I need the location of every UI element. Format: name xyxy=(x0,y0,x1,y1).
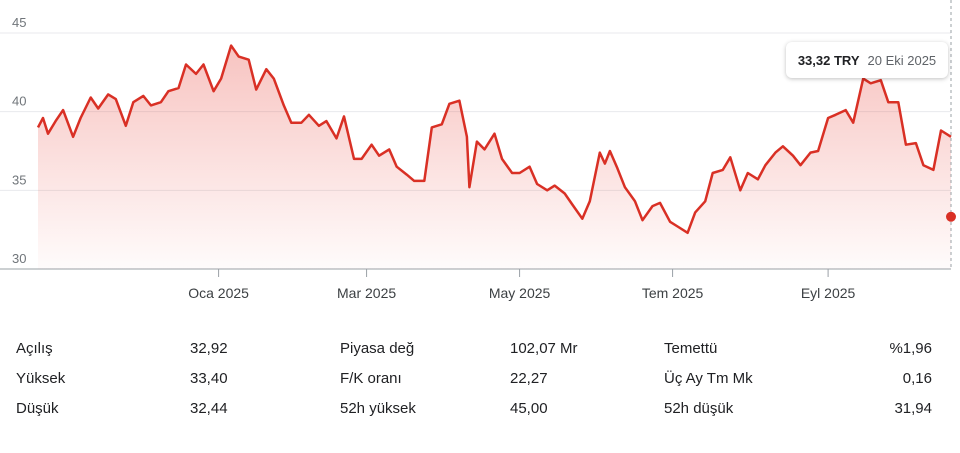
y-tick-label: 40 xyxy=(12,94,26,109)
x-tick-label: Eyl 2025 xyxy=(801,285,856,301)
price-tooltip: 33,32 TRY 20 Eki 2025 xyxy=(786,42,948,78)
stats-row: Açılış 32,92 Piyasa değ 102,07 Mr Temett… xyxy=(16,333,932,363)
stat-value-52w-high: 45,00 xyxy=(510,399,548,417)
price-chart-svg[interactable]: 30 35 40 45 Oca 2025 Mar 2025 May 2025 Tem 202… xyxy=(0,0,960,315)
y-tick-label: 30 xyxy=(12,251,26,266)
stat-value-low: 32,44 xyxy=(190,399,228,417)
stat-value-52w-low: 31,94 xyxy=(894,399,932,417)
stat-value-dividend: %1,96 xyxy=(889,339,932,357)
x-tick-label: May 2025 xyxy=(489,285,551,301)
stat-label-52w-low: 52h düşük xyxy=(664,399,734,417)
stat-label-market-cap: Piyasa değ xyxy=(340,339,415,357)
stat-label-dividend: Temettü xyxy=(664,339,718,357)
price-area-fill xyxy=(38,45,951,269)
last-price-dot xyxy=(946,211,956,222)
x-tick-label: Tem 2025 xyxy=(642,285,704,301)
stats-row: Düşük 32,44 52h yüksek 45,00 52h düşük 3… xyxy=(16,393,932,423)
stat-label-quarterly-dividend: Üç Ay Tm Mk xyxy=(664,369,753,387)
stat-value-market-cap: 102,07 Mr xyxy=(510,339,578,357)
stat-value-pe-ratio: 22,27 xyxy=(510,369,548,387)
y-tick-label: 35 xyxy=(12,172,26,187)
stat-label-pe-ratio: F/K oranı xyxy=(340,369,402,387)
stats-row: Yüksek 33,40 F/K oranı 22,27 Üç Ay Tm Mk… xyxy=(16,363,932,393)
stat-label-high: Yüksek xyxy=(16,369,66,387)
tooltip-date: 20 Eki 2025 xyxy=(867,52,937,68)
stat-value-open: 32,92 xyxy=(190,339,228,357)
price-line xyxy=(36,44,952,235)
price-chart[interactable]: 30 35 40 45 Oca 2025 Mar 2025 May 2025 Tem 202… xyxy=(0,0,960,315)
stat-value-high: 33,40 xyxy=(190,369,228,387)
x-tick-label: Mar 2025 xyxy=(337,285,396,301)
x-tick-label: Oca 2025 xyxy=(188,285,249,301)
key-stats-table: Açılış 32,92 Piyasa değ 102,07 Mr Temett… xyxy=(16,333,932,423)
stat-label-52w-high: 52h yüksek xyxy=(340,399,416,417)
stat-value-quarterly-dividend: 0,16 xyxy=(902,369,932,387)
stat-label-open: Açılış xyxy=(16,339,53,357)
stat-label-low: Düşük xyxy=(16,399,59,417)
tooltip-price: 33,32 TRY xyxy=(797,52,860,68)
y-tick-label: 45 xyxy=(12,15,26,30)
